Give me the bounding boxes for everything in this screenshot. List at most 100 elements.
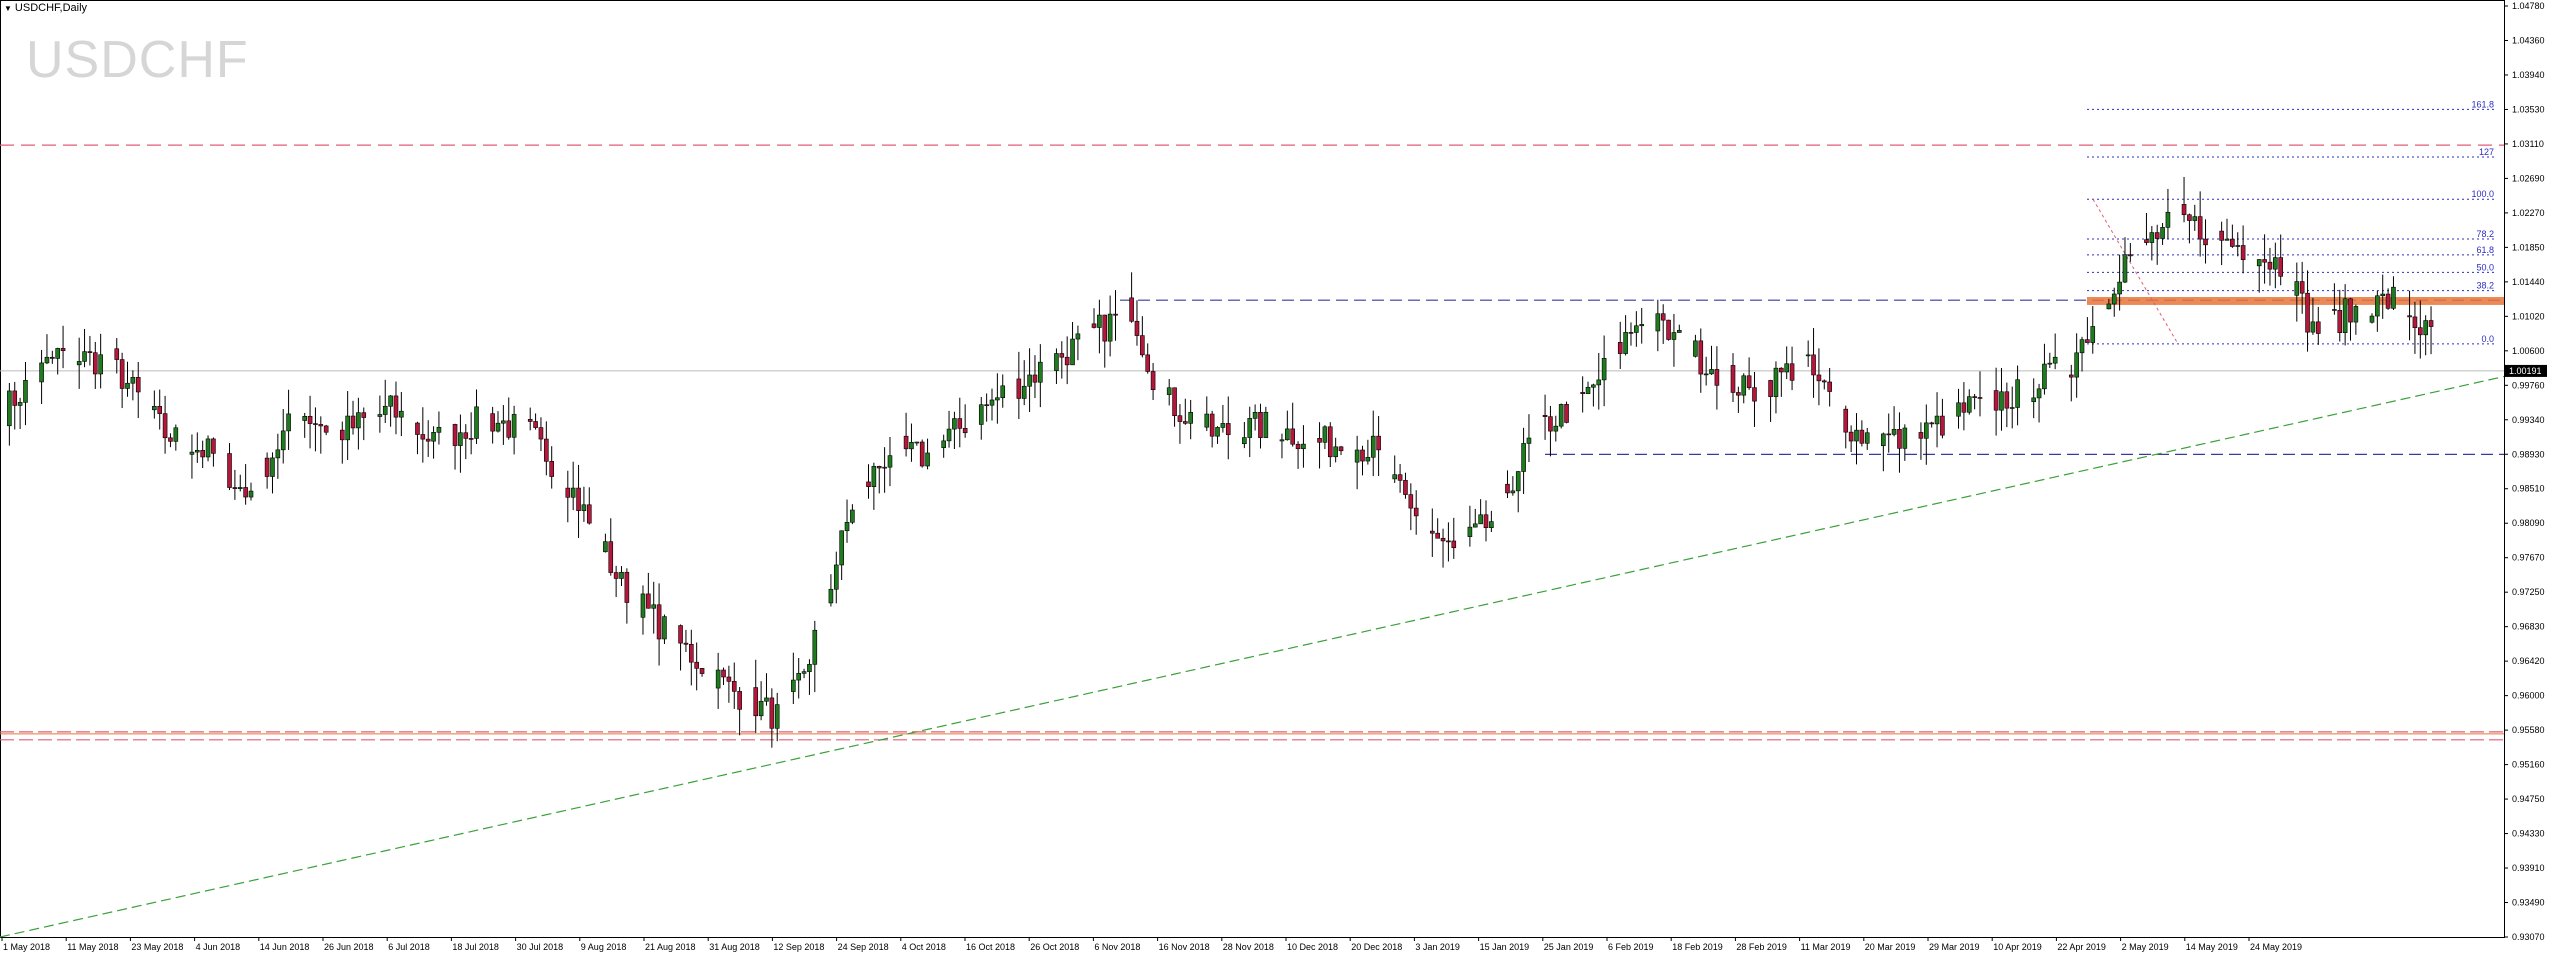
fib-level-label: 38.2 [2476, 281, 2494, 291]
candle-body [565, 487, 571, 498]
candle-body [211, 438, 216, 454]
candle-body [989, 399, 995, 406]
candle-body [919, 441, 925, 467]
candle-body [1929, 422, 1934, 425]
price-label: 0.94330 [2512, 829, 2545, 839]
time-label: 29 Mar 2019 [1929, 942, 1980, 952]
candle-body [2315, 321, 2321, 334]
candle-body [2385, 293, 2391, 309]
candle-body [2428, 320, 2434, 327]
candle-body [737, 691, 742, 710]
candle-body [1435, 532, 1440, 539]
candle-body [162, 413, 168, 439]
candle-body [850, 509, 855, 523]
candle-body [55, 348, 60, 359]
candle-body [302, 415, 307, 421]
candle-body [866, 481, 871, 487]
candle-body [1698, 340, 1704, 375]
candle-body [1183, 421, 1188, 424]
candle-body [1064, 356, 1070, 366]
candle-body [2031, 397, 2036, 403]
candle-body [270, 457, 275, 477]
candle-body [1403, 480, 1408, 495]
candle-body [2074, 352, 2079, 378]
supply-zone[interactable] [2087, 296, 2504, 305]
fib-anchor-line[interactable] [2092, 198, 2179, 345]
candle-body [2122, 254, 2128, 283]
candle-body [549, 461, 554, 477]
current-price-box [2505, 364, 2547, 377]
time-label: 10 Dec 2018 [1287, 942, 1338, 952]
candle-body [1107, 313, 1113, 342]
candle-body [1821, 380, 1827, 383]
price-label: 1.02690 [2512, 173, 2545, 183]
time-label: 16 Nov 2018 [1159, 942, 1210, 952]
candle-body [721, 669, 726, 678]
dropdown-triangle-icon[interactable]: ▼ [4, 4, 12, 13]
candle-body [458, 432, 463, 446]
candle-body [420, 434, 426, 440]
candle-body [914, 441, 920, 444]
candle-body [1075, 333, 1081, 340]
candle-body [280, 430, 286, 451]
trendline[interactable] [0, 375, 2505, 938]
fib-level-label: 78.2 [2476, 229, 2494, 239]
candle-body [1956, 402, 1961, 417]
symbol-watermark: USDCHF [26, 31, 249, 89]
candle-body [2165, 211, 2171, 228]
candle-body [1338, 446, 1344, 452]
candle-body [82, 351, 87, 362]
candle-body [1891, 429, 1897, 435]
fib-level-label: 161.8 [2471, 99, 2494, 109]
candle-body [1886, 433, 1892, 436]
time-label: 9 Aug 2018 [581, 942, 627, 952]
candle-body [1526, 437, 1532, 444]
candle-body [377, 414, 383, 417]
candle-body [726, 676, 732, 682]
fib-level-label: 50.0 [2476, 262, 2494, 272]
candle-body [812, 629, 818, 665]
candle-body [425, 438, 431, 442]
candle-body [699, 668, 705, 674]
candle-body [1027, 374, 1032, 387]
candle-body [1746, 375, 1752, 388]
candle-body [1993, 390, 1999, 411]
candle-body [237, 487, 243, 489]
price-label: 0.97250 [2512, 587, 2545, 597]
candle-body [586, 504, 592, 524]
candle-body [2144, 239, 2149, 243]
candle-body [1660, 313, 1666, 321]
fibonacci-retracement[interactable]: 161.8 127 100.0 78.2 61.8 50.0 38.2 0.0 [2087, 99, 2496, 345]
candle-body [2412, 316, 2418, 328]
time-label: 18 Jul 2018 [452, 942, 499, 952]
candle-body [828, 588, 834, 604]
time-label: 14 Jun 2018 [260, 942, 310, 952]
time-label: 21 Aug 2018 [645, 942, 696, 952]
candle-body [345, 415, 350, 441]
candle-body [1585, 386, 1591, 394]
time-label: 30 Jul 2018 [517, 942, 564, 952]
candle-body [452, 424, 458, 446]
candle-body [17, 402, 23, 406]
candle-body [1897, 429, 1902, 449]
candle-body [318, 424, 324, 427]
candle-body [774, 704, 780, 729]
candles [7, 176, 2434, 748]
candle-body [2149, 232, 2155, 243]
candle-body [1134, 320, 1140, 336]
candle-body [1515, 471, 1521, 492]
candle-body [603, 541, 608, 553]
candle-body [801, 671, 807, 674]
price-label: 0.95580 [2512, 725, 2545, 735]
candle-body [764, 697, 769, 702]
candle-body [570, 487, 576, 498]
candle-body [1864, 432, 1870, 444]
candle-body [1918, 432, 1924, 439]
candle-body [731, 681, 737, 692]
candle-body [189, 451, 195, 455]
candle-body [1827, 381, 1832, 392]
candle-body [1430, 530, 1435, 534]
candle-body [678, 625, 683, 644]
